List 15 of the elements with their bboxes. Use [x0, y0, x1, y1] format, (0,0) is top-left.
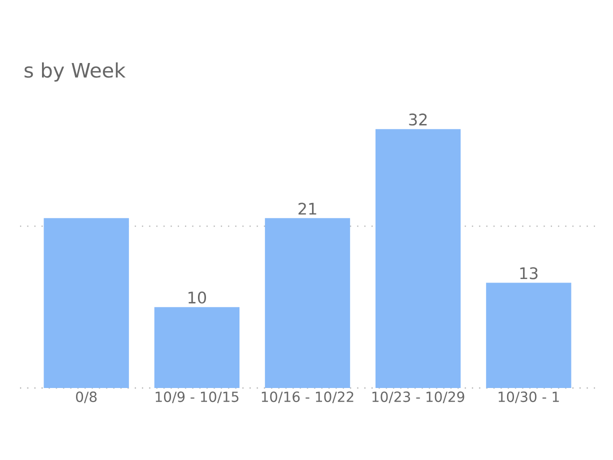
x-tick-label: 10/23 - 10/29	[372, 392, 464, 404]
data-label: 21	[298, 202, 316, 215]
bar	[264, 218, 350, 388]
data-label: 13	[520, 267, 538, 280]
x-tick-label: 10/16 - 10/22	[262, 392, 354, 404]
data-label: 32	[409, 113, 427, 126]
bar	[376, 129, 461, 388]
data-label: 10	[188, 292, 206, 304]
bar	[44, 218, 129, 388]
chart-title: s by Week	[24, 62, 126, 82]
x-tick-label: 10/30 - 1	[498, 392, 559, 404]
bar	[154, 307, 240, 388]
bar	[486, 282, 572, 388]
x-tick-label: 10/9 - 10/15	[156, 392, 238, 404]
x-tick-label: 0/8	[76, 392, 97, 404]
